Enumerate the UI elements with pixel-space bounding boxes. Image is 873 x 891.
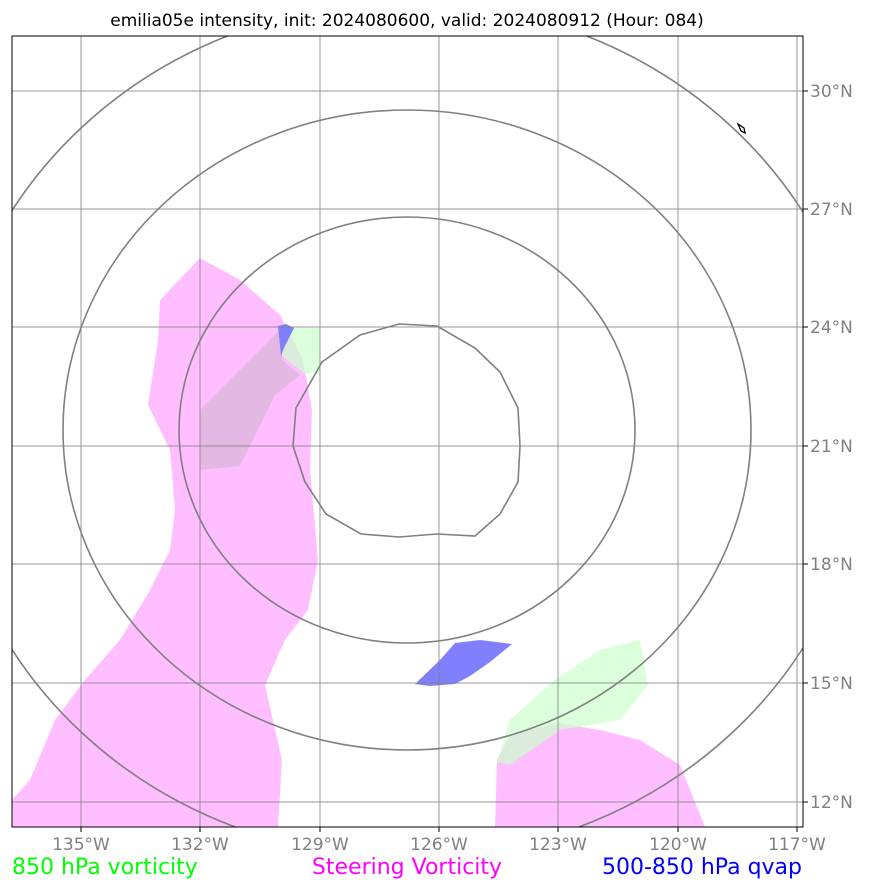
lat-label-12n: 12°N xyxy=(810,793,853,813)
vorticity-850-region-north xyxy=(280,328,320,374)
lat-tick-marks xyxy=(803,90,808,803)
vorticity-850-region-west xyxy=(200,330,300,470)
lon-label-135w: 135°W xyxy=(52,835,110,855)
steering-vorticity-region-southeast xyxy=(495,723,705,827)
qvap-region-north xyxy=(278,324,294,356)
range-rings xyxy=(12,36,803,827)
vorticity-850-region-southeast xyxy=(497,640,648,765)
lon-label-117w: 117°W xyxy=(768,835,826,855)
lon-tick-labels: 135°W 132°W 129°W 126°W 123°W 120°W 117°… xyxy=(52,835,826,855)
plot-frame xyxy=(11,35,804,828)
lat-label-18n: 18°N xyxy=(810,555,853,575)
lat-label-21n: 21°N xyxy=(810,437,853,457)
map-title: emilia05e intensity, init: 2024080600, v… xyxy=(110,11,704,31)
qvap-region-south xyxy=(415,640,512,686)
vorticity-850-layer xyxy=(200,328,648,765)
lon-label-123w: 123°W xyxy=(529,835,587,855)
lon-label-132w: 132°W xyxy=(171,835,229,855)
coastline-fragment xyxy=(736,122,746,135)
lat-label-24n: 24°N xyxy=(810,318,853,338)
legend-qvap: 500-850 hPa qvap xyxy=(602,855,802,880)
lon-label-129w: 129°W xyxy=(291,835,349,855)
gridlines xyxy=(12,36,803,827)
range-ring-1 xyxy=(292,323,521,538)
legend: 850 hPa vorticity Steering Vorticity 500… xyxy=(12,855,802,880)
lon-tick-marks xyxy=(80,827,798,832)
lat-label-27n: 27°N xyxy=(810,200,853,220)
range-ring-3 xyxy=(62,109,752,751)
legend-steering-vorticity: Steering Vorticity xyxy=(312,855,502,880)
lat-label-15n: 15°N xyxy=(810,674,853,694)
lat-label-30n: 30°N xyxy=(810,82,853,102)
lat-tick-labels: 30°N 27°N 24°N 21°N 18°N 15°N 12°N xyxy=(810,82,853,813)
lon-label-126w: 126°W xyxy=(410,835,468,855)
lon-label-120w: 120°W xyxy=(649,835,707,855)
range-ring-2 xyxy=(178,216,636,644)
legend-850-vorticity: 850 hPa vorticity xyxy=(12,855,198,880)
